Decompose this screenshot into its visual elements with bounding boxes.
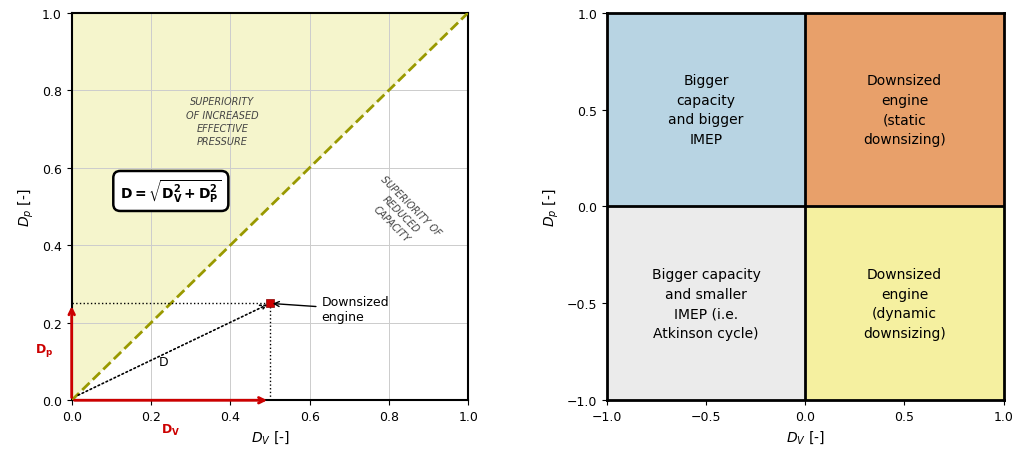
Text: Downsized
engine
(dynamic
downsizing): Downsized engine (dynamic downsizing) (863, 268, 946, 340)
Bar (805, 207, 1004, 400)
Text: SUPERIORITY
OF INCREASED
EFFECTIVE
PRESSURE: SUPERIORITY OF INCREASED EFFECTIVE PRESS… (186, 97, 259, 147)
Bar (805, 14, 1004, 207)
Text: Bigger capacity
and smaller
IMEP (i.e.
Atkinson cycle): Bigger capacity and smaller IMEP (i.e. A… (651, 268, 761, 340)
Y-axis label: $D_p$ [-]: $D_p$ [-] (17, 188, 37, 226)
Text: SUPERIORITY OF
REDUCED
CAPACITY: SUPERIORITY OF REDUCED CAPACITY (359, 173, 442, 256)
Text: Bigger
capacity
and bigger
IMEP: Bigger capacity and bigger IMEP (669, 74, 743, 147)
Bar (607, 14, 805, 207)
Y-axis label: $D_p$ [-]: $D_p$ [-] (542, 188, 561, 226)
Polygon shape (72, 14, 468, 400)
X-axis label: $D_V$ [-]: $D_V$ [-] (785, 429, 824, 445)
Text: $\mathbf{D_V}$: $\mathbf{D_V}$ (161, 422, 180, 437)
Text: $\mathbf{D_p}$: $\mathbf{D_p}$ (35, 342, 53, 359)
Bar (607, 207, 805, 400)
Text: $\mathbf{D = \sqrt{D_V^2 + D_P^2}}$: $\mathbf{D = \sqrt{D_V^2 + D_P^2}}$ (120, 178, 221, 205)
Text: D: D (159, 356, 169, 369)
X-axis label: $D_V$ [-]: $D_V$ [-] (251, 429, 290, 445)
Text: Downsized
engine
(static
downsizing): Downsized engine (static downsizing) (863, 74, 946, 147)
Text: Downsized
engine: Downsized engine (274, 296, 389, 324)
